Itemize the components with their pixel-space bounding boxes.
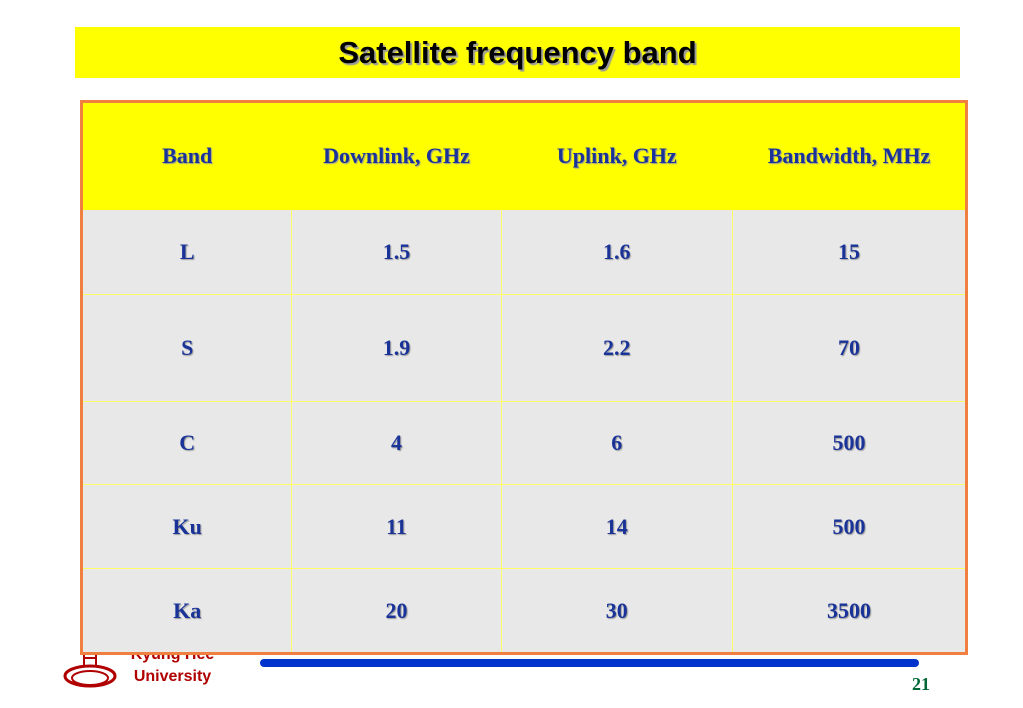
title-bar: Satellite frequency band (75, 27, 960, 78)
table-row: L 1.5 1.6 15 (80, 209, 968, 295)
header-row: Band Downlink, GHz Uplink, GHz Bandwidth, M… (80, 101, 968, 210)
table-cell: 20 (291, 568, 502, 654)
table-cell: C (80, 401, 293, 485)
table-cell: 11 (291, 484, 502, 569)
table-cell: 6 (500, 401, 733, 485)
table-row: Ka 20 30 3500 (80, 568, 968, 654)
university-logo (63, 651, 117, 688)
column-header: Downlink, GHz (291, 101, 502, 210)
table-cell: Ku (80, 484, 293, 569)
frequency-table: Band Downlink, GHz Uplink, GHz Bandwidth, M… (80, 100, 968, 655)
table-row: S 1.9 2.2 70 (80, 294, 968, 402)
column-header: Uplink, GHz (500, 101, 733, 210)
table-cell: 1.6 (500, 209, 733, 295)
table-cell: 70 (731, 294, 968, 402)
table-cell: 2.2 (500, 294, 733, 402)
page-number: 21 (912, 674, 930, 694)
table-cell: 1.9 (291, 294, 502, 402)
table-cell: 30 (500, 568, 733, 654)
table-cell: 500 (731, 484, 968, 569)
table-cell: S (80, 294, 293, 402)
slide-title: Satellite frequency band (338, 34, 697, 70)
table-cell: 4 (291, 401, 502, 485)
table-row: Ku 11 14 500 (80, 484, 968, 569)
table-cell: 14 (500, 484, 733, 569)
table-cell: 3500 (731, 568, 968, 654)
table-cell: Ka (80, 568, 293, 654)
table-cell: L (80, 209, 293, 295)
table-cell: 15 (731, 209, 968, 295)
institution-line: University (133, 668, 212, 685)
column-header: Band (80, 101, 293, 210)
column-header: Bandwidth, MHz (731, 101, 968, 210)
table-cell: 500 (731, 401, 968, 485)
footer-rule (260, 659, 919, 667)
table-row: C 4 6 500 (80, 401, 968, 485)
table-cell: 1.5 (291, 209, 502, 295)
